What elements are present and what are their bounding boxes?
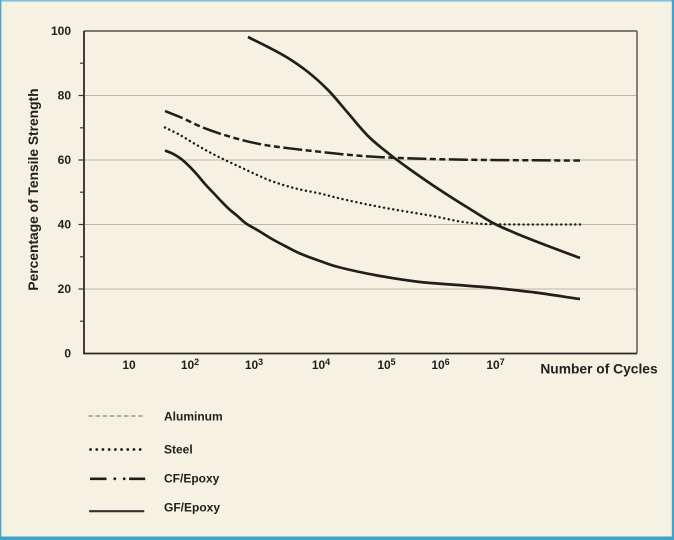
svg-text:100: 100 (51, 24, 71, 38)
svg-text:0: 0 (64, 347, 71, 361)
svg-text:GF/Epoxy: GF/Epoxy (164, 501, 220, 515)
svg-text:CF/Epoxy: CF/Epoxy (164, 471, 220, 485)
svg-text:Aluminum: Aluminum (164, 409, 223, 423)
svg-text:20: 20 (58, 282, 72, 296)
svg-text:60: 60 (58, 153, 72, 167)
svg-text:Steel: Steel (164, 443, 193, 457)
svg-text:80: 80 (58, 89, 72, 103)
svg-text:Number of Cycles: Number of Cycles (540, 362, 658, 377)
svg-text:10: 10 (122, 358, 136, 372)
svg-text:Percentage of Tensile Strength: Percentage of Tensile Strength (26, 88, 41, 290)
svg-text:40: 40 (58, 218, 72, 232)
